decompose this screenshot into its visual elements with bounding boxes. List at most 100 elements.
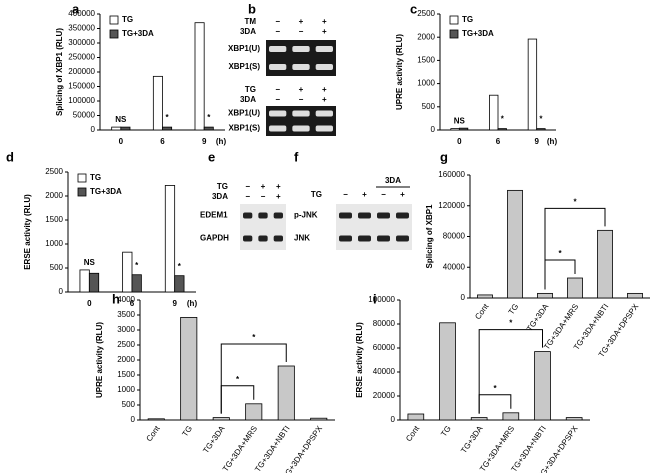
- annotation: *: [501, 115, 505, 124]
- bar: [497, 128, 507, 131]
- annotation: *: [236, 375, 240, 384]
- band: [339, 212, 352, 219]
- y-tick-label: 2500: [45, 167, 63, 176]
- row-label: TG: [245, 85, 256, 94]
- y-tick-label: 500: [50, 263, 64, 272]
- legend-swatch: [109, 29, 119, 39]
- legend-label: TG+3DA: [122, 29, 154, 38]
- panel-letter: i: [373, 291, 377, 306]
- band: [258, 235, 268, 242]
- x-tick-label: TG: [439, 424, 453, 438]
- y-tick-label: 2000: [117, 355, 135, 364]
- row-label: 3DA: [212, 192, 228, 201]
- band: [292, 125, 310, 132]
- bar: [120, 126, 131, 131]
- bar: [450, 128, 460, 131]
- band-label: XBP1(U): [228, 44, 260, 53]
- sign: −: [343, 190, 348, 199]
- legend-label: TG: [90, 173, 101, 182]
- legend-swatch: [77, 173, 87, 183]
- band: [315, 110, 333, 117]
- legend-label: TG+3DA: [462, 29, 494, 38]
- band: [339, 235, 352, 242]
- panel-letter: h: [112, 291, 120, 306]
- x-tick-label: Cont: [473, 302, 491, 322]
- sign: −: [245, 182, 250, 191]
- y-axis-label: Splicing of XBP1 (RLU): [55, 28, 64, 116]
- band: [273, 212, 283, 219]
- band: [292, 110, 310, 117]
- bar: [111, 126, 122, 131]
- bar: [439, 322, 456, 421]
- y-tick-label: 1000: [45, 239, 63, 248]
- band: [377, 235, 390, 242]
- y-tick-label: 40000: [443, 262, 466, 271]
- y-tick-label: 120000: [438, 201, 465, 210]
- band-label: EDEM1: [200, 211, 228, 220]
- x-tick-label: 9: [202, 137, 207, 146]
- legend-swatch: [77, 187, 87, 197]
- sign: +: [299, 17, 304, 26]
- sign: +: [322, 27, 327, 36]
- group-header: 3DA: [385, 176, 401, 185]
- band-label: JNK: [294, 234, 310, 243]
- band: [358, 212, 371, 219]
- bar: [534, 351, 551, 421]
- sign: +: [276, 192, 281, 201]
- bar: [79, 269, 90, 293]
- bar: [88, 272, 100, 293]
- row-label: TG: [217, 182, 228, 191]
- x-tick-label: TG: [507, 302, 521, 316]
- x-tick-label: 0: [119, 137, 124, 146]
- bar: [597, 229, 613, 299]
- band-label: p-JNK: [294, 211, 318, 220]
- blot: [240, 204, 286, 250]
- y-axis-label: ERSE activity (RLU): [23, 194, 32, 270]
- bar: [527, 38, 538, 131]
- y-tick-label: 4000: [117, 295, 135, 304]
- legend-swatch: [449, 29, 459, 39]
- x-tick-label: Cont: [404, 424, 422, 444]
- blot: [266, 40, 336, 76]
- x-tick-label: TG: [180, 424, 194, 438]
- legend-label: TG+3DA: [90, 187, 122, 196]
- band: [292, 46, 310, 52]
- x-tick-label: 0: [87, 299, 92, 308]
- bar: [277, 365, 295, 421]
- band: [315, 64, 333, 70]
- bar: [203, 126, 214, 131]
- x-tick-label: 9: [534, 137, 539, 146]
- bar: [567, 277, 583, 299]
- row-label: TM: [244, 17, 256, 26]
- y-tick-label: 2000: [417, 32, 435, 41]
- y-tick-label: 1500: [45, 215, 63, 224]
- x-unit: (h): [187, 299, 198, 308]
- bracket: [220, 343, 287, 414]
- y-axis-label: UPRE activity (RLU): [95, 322, 104, 398]
- y-tick-label: 500: [422, 102, 436, 111]
- row-label: 3DA: [240, 95, 256, 104]
- sign: +: [400, 190, 405, 199]
- band-label: XBP1(S): [228, 124, 260, 133]
- y-tick-label: 0: [391, 415, 396, 424]
- bracket: [478, 329, 543, 414]
- bracket: [544, 207, 606, 290]
- x-tick-label: TG+3DA+MRS: [221, 424, 259, 473]
- panel-letter: b: [248, 1, 256, 16]
- sign: −: [381, 190, 386, 199]
- bar: [174, 275, 185, 293]
- band: [269, 125, 287, 132]
- x-tick-label: TG+3DA+NBTI: [253, 424, 291, 473]
- y-axis-label: ERSE activity (RLU): [355, 322, 364, 398]
- bar: [194, 22, 205, 131]
- bar: [147, 418, 165, 421]
- band-label: GAPDH: [200, 234, 229, 243]
- y-tick-label: 20000: [373, 391, 396, 400]
- x-unit: (h): [547, 137, 558, 146]
- bracket: [478, 394, 512, 414]
- band: [269, 110, 287, 117]
- y-tick-label: 1500: [117, 370, 135, 379]
- x-unit: (h): [216, 137, 227, 146]
- y-tick-label: 80000: [443, 232, 466, 241]
- y-tick-label: 150000: [68, 82, 95, 91]
